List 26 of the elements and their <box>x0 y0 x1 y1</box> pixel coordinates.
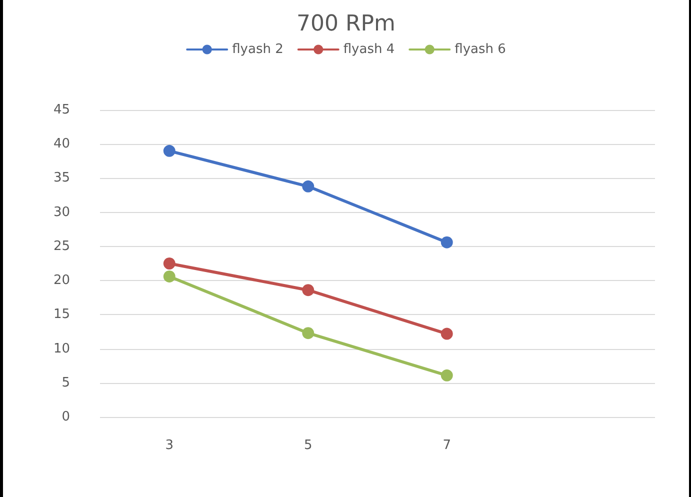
point <box>302 327 314 340</box>
chart-title: 700 RPm <box>296 12 396 36</box>
y-tick-label: 40 <box>53 136 70 152</box>
x-tick-label: 5 <box>304 438 312 453</box>
point <box>440 328 453 340</box>
point <box>163 144 176 157</box>
y-tick-label: 45 <box>53 102 70 118</box>
legend-label: flyash 4 <box>343 42 395 57</box>
point <box>302 180 314 192</box>
point <box>440 369 453 382</box>
x-tick-label: 7 <box>442 438 452 453</box>
x-tick-label: 3 <box>165 438 174 453</box>
y-tick-label: 15 <box>53 307 70 322</box>
point <box>302 284 314 296</box>
y-tick-label: 20 <box>53 273 70 288</box>
point <box>163 270 176 282</box>
y-tick-label: 5 <box>62 375 70 390</box>
y-tick-label: 0 <box>62 410 70 424</box>
legend-label: flyash 2 <box>232 42 284 57</box>
y-tick-label: 30 <box>53 204 70 220</box>
legend-label: flyash 6 <box>454 42 506 57</box>
y-tick-label: 10 <box>53 341 70 356</box>
point <box>440 236 453 248</box>
y-tick-label: 25 <box>53 238 70 254</box>
y-tick-label: 35 <box>53 170 70 186</box>
point <box>163 258 176 270</box>
